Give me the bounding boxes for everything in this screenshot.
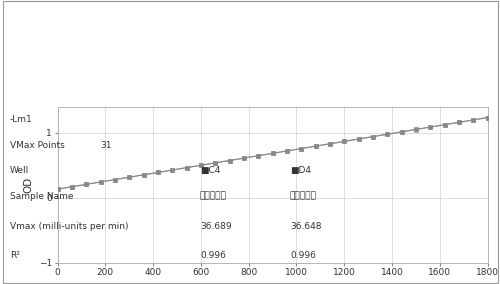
Text: R²: R² (10, 251, 20, 260)
Text: 31: 31 (100, 141, 112, 150)
Text: ■C4: ■C4 (200, 166, 220, 175)
Text: 红细胞样本: 红细胞样本 (200, 192, 227, 201)
Text: 0.996: 0.996 (290, 251, 316, 260)
X-axis label: Time (Secs): Time (Secs) (242, 283, 303, 284)
Text: -Lm1: -Lm1 (10, 115, 33, 124)
Text: VMax Points: VMax Points (10, 141, 65, 150)
Text: 36.648: 36.648 (290, 222, 322, 231)
Text: 红细胞样本: 红细胞样本 (290, 192, 317, 201)
Text: 0.996: 0.996 (200, 251, 226, 260)
Text: ■D4: ■D4 (290, 166, 311, 175)
Y-axis label: OD: OD (23, 176, 33, 193)
Text: Sample Name: Sample Name (10, 192, 74, 201)
Text: Well: Well (10, 166, 29, 175)
Text: Vmax (milli-units per min): Vmax (milli-units per min) (10, 222, 128, 231)
Text: 36.689: 36.689 (200, 222, 232, 231)
